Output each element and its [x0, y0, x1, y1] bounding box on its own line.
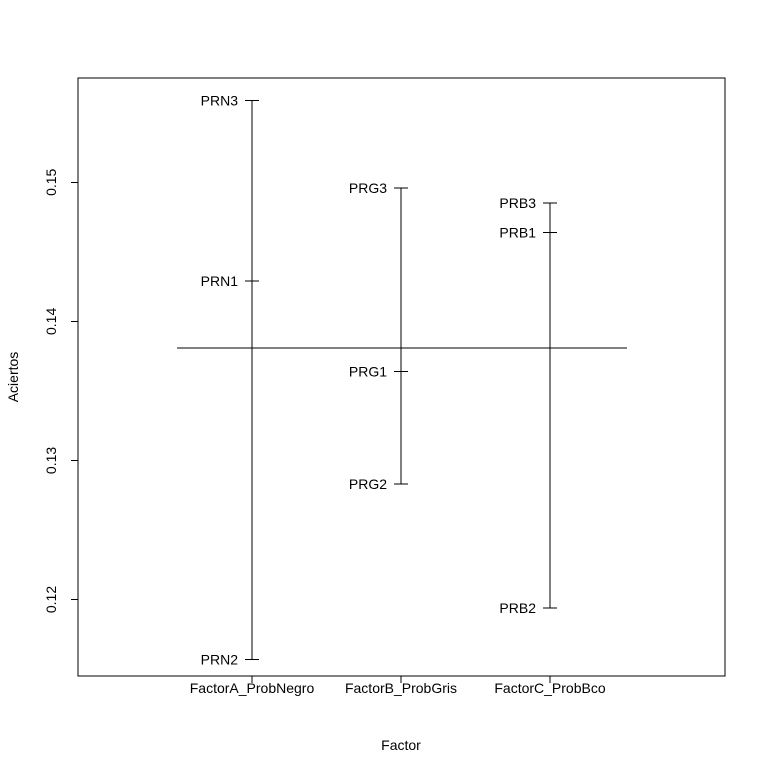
x-tick-label: FactorC_ProbBco: [494, 680, 605, 696]
level-label: PRB3: [499, 195, 536, 211]
y-axis: 0.12 0.13 0.14 0.15: [43, 168, 78, 613]
x-tick-label: FactorA_ProbNegro: [190, 680, 315, 696]
level-label: PRG2: [349, 476, 387, 492]
level-label: PRB2: [499, 600, 536, 616]
y-tick-label: 0.12: [43, 586, 59, 613]
level-label: PRN3: [201, 92, 239, 108]
y-axis-title: Aciertos: [5, 352, 21, 403]
x-axis-title: Factor: [381, 737, 421, 753]
level-label: PRN2: [201, 651, 239, 667]
level-label: PRG1: [349, 363, 387, 379]
y-tick-label: 0.13: [43, 447, 59, 474]
factor-series: PRN3 PRN1 PRN2 PRG3 PRG1 PRG2 PRB3 PRB1 PRB2: [201, 92, 557, 667]
y-tick-label: 0.15: [43, 168, 59, 195]
level-label: PRN1: [201, 273, 239, 289]
x-tick-label: FactorB_ProbGris: [345, 680, 457, 696]
level-label: PRB1: [499, 224, 536, 240]
level-label: PRG3: [349, 180, 387, 196]
x-axis: FactorA_ProbNegro FactorB_ProbGris FactorC…: [190, 676, 606, 696]
y-tick-label: 0.14: [43, 308, 59, 335]
